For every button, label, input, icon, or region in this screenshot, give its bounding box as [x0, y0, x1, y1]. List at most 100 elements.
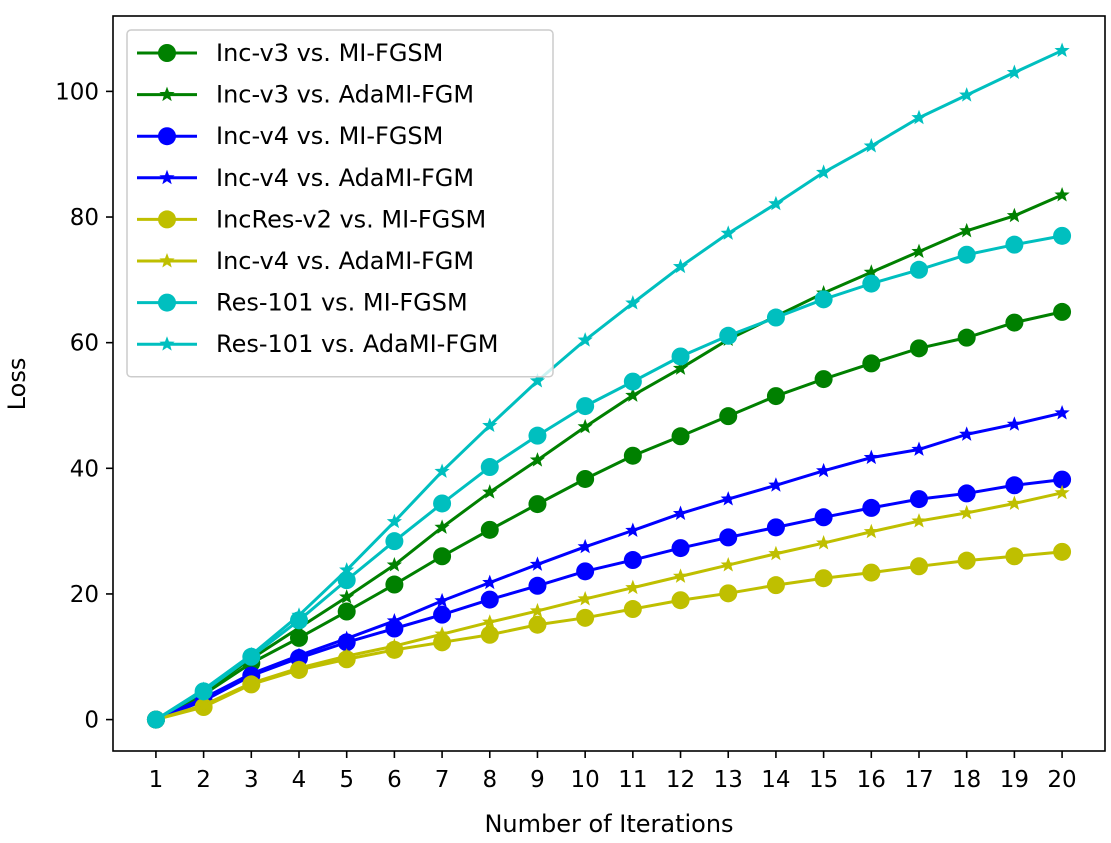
y-tick-label: 0 [84, 708, 99, 734]
data-point [957, 484, 976, 503]
x-tick-label: 3 [244, 767, 259, 793]
legend-item: Res-101 vs. AdaMI-FGM [137, 330, 498, 358]
x-tick-label: 15 [809, 767, 838, 793]
legend-marker [159, 86, 175, 102]
x-tick-label: 5 [339, 767, 354, 793]
data-point [528, 576, 547, 595]
x-tick-label: 6 [387, 767, 402, 793]
data-point [290, 611, 308, 630]
data-point [433, 605, 452, 624]
data-point [768, 195, 784, 211]
legend-item: Inc-v4 vs. AdaMI-FGM [137, 164, 474, 192]
data-point [720, 225, 736, 240]
data-point [1005, 476, 1024, 495]
data-point [291, 607, 307, 622]
data-point [959, 87, 975, 102]
x-tick-label: 16 [857, 767, 886, 793]
series-line [155, 49, 1063, 721]
data-point [577, 418, 593, 434]
data-point [814, 508, 833, 527]
legend-label: Inc-v3 vs. MI-FGSM [216, 39, 443, 67]
data-point [623, 600, 642, 619]
data-point [339, 630, 355, 646]
series-line [155, 491, 1063, 722]
data-point [766, 308, 785, 327]
data-point [339, 562, 355, 577]
data-point [291, 647, 307, 662]
x-tick-label: 4 [292, 767, 307, 793]
x-tick-label: 7 [435, 767, 450, 793]
x-axis-label: Number of Iterations [484, 810, 733, 838]
data-point [863, 523, 879, 539]
x-tick-label: 9 [530, 767, 545, 793]
data-point [337, 571, 356, 590]
x-tick-label: 20 [1047, 767, 1076, 793]
data-point [576, 562, 595, 581]
legend-marker [159, 169, 175, 185]
data-point [291, 660, 307, 675]
data-point [576, 469, 595, 488]
series-line [155, 411, 1063, 721]
x-tick-label: 14 [761, 767, 790, 793]
x-tick-label: 19 [1000, 767, 1029, 793]
data-point [719, 326, 738, 345]
data-point [577, 538, 593, 554]
legend-marker [158, 44, 176, 62]
data-point [1053, 542, 1072, 561]
data-point [957, 245, 976, 264]
y-axis-label: Loss [3, 358, 31, 411]
data-point [480, 520, 499, 539]
data-point [1054, 187, 1070, 202]
data-point [386, 513, 402, 529]
data-point [672, 568, 689, 583]
data-point [196, 681, 212, 696]
data-point [1054, 405, 1070, 420]
series-8 [148, 42, 1070, 727]
data-point [766, 387, 785, 406]
data-point [911, 441, 927, 456]
data-point [243, 665, 259, 681]
y-tick-label: 60 [70, 331, 99, 357]
data-point [434, 519, 450, 534]
legend-marker [158, 210, 176, 229]
data-point [529, 372, 546, 388]
legend-item: Inc-v4 vs. MI-FGSM [137, 122, 443, 150]
data-point [1006, 416, 1022, 431]
data-point [910, 260, 928, 279]
data-point [959, 426, 975, 441]
data-point [957, 328, 976, 347]
data-point [1005, 547, 1024, 566]
x-tick-label: 2 [196, 767, 211, 793]
legend-label: Res-101 vs. MI-FGSM [216, 289, 468, 317]
data-point [480, 625, 499, 644]
data-point [386, 638, 402, 653]
legend: Inc-v3 vs. MI-FGSM Inc-v3 vs. AdaMI-FGM In… [126, 29, 554, 378]
data-point [911, 109, 927, 125]
data-point [482, 484, 498, 499]
data-point [1005, 313, 1024, 332]
y-tick-label: 40 [70, 456, 99, 482]
data-point [768, 477, 784, 492]
data-point [290, 628, 308, 647]
data-point [625, 522, 641, 537]
data-point [433, 547, 452, 566]
data-point [863, 264, 879, 279]
legend-label: Res-101 vs. AdaMI-FGM [216, 330, 498, 358]
data-point [625, 579, 641, 595]
data-point [719, 407, 738, 426]
data-point [671, 427, 690, 446]
data-point [863, 138, 879, 153]
legend-item: Inc-v4 vs. AdaMI-FGM [137, 247, 474, 275]
data-point [1005, 235, 1024, 254]
x-tick-label: 13 [714, 767, 743, 793]
data-point [719, 528, 738, 547]
legend-item: Inc-v3 vs. MI-FGSM [137, 39, 443, 67]
data-point [672, 258, 689, 274]
series-7 [146, 226, 1072, 729]
data-point [528, 426, 547, 445]
data-point [1053, 470, 1072, 489]
legend-item: Res-101 vs. MI-FGSM [137, 289, 468, 317]
data-point [672, 505, 689, 521]
data-point [386, 557, 402, 572]
data-point [862, 563, 881, 582]
